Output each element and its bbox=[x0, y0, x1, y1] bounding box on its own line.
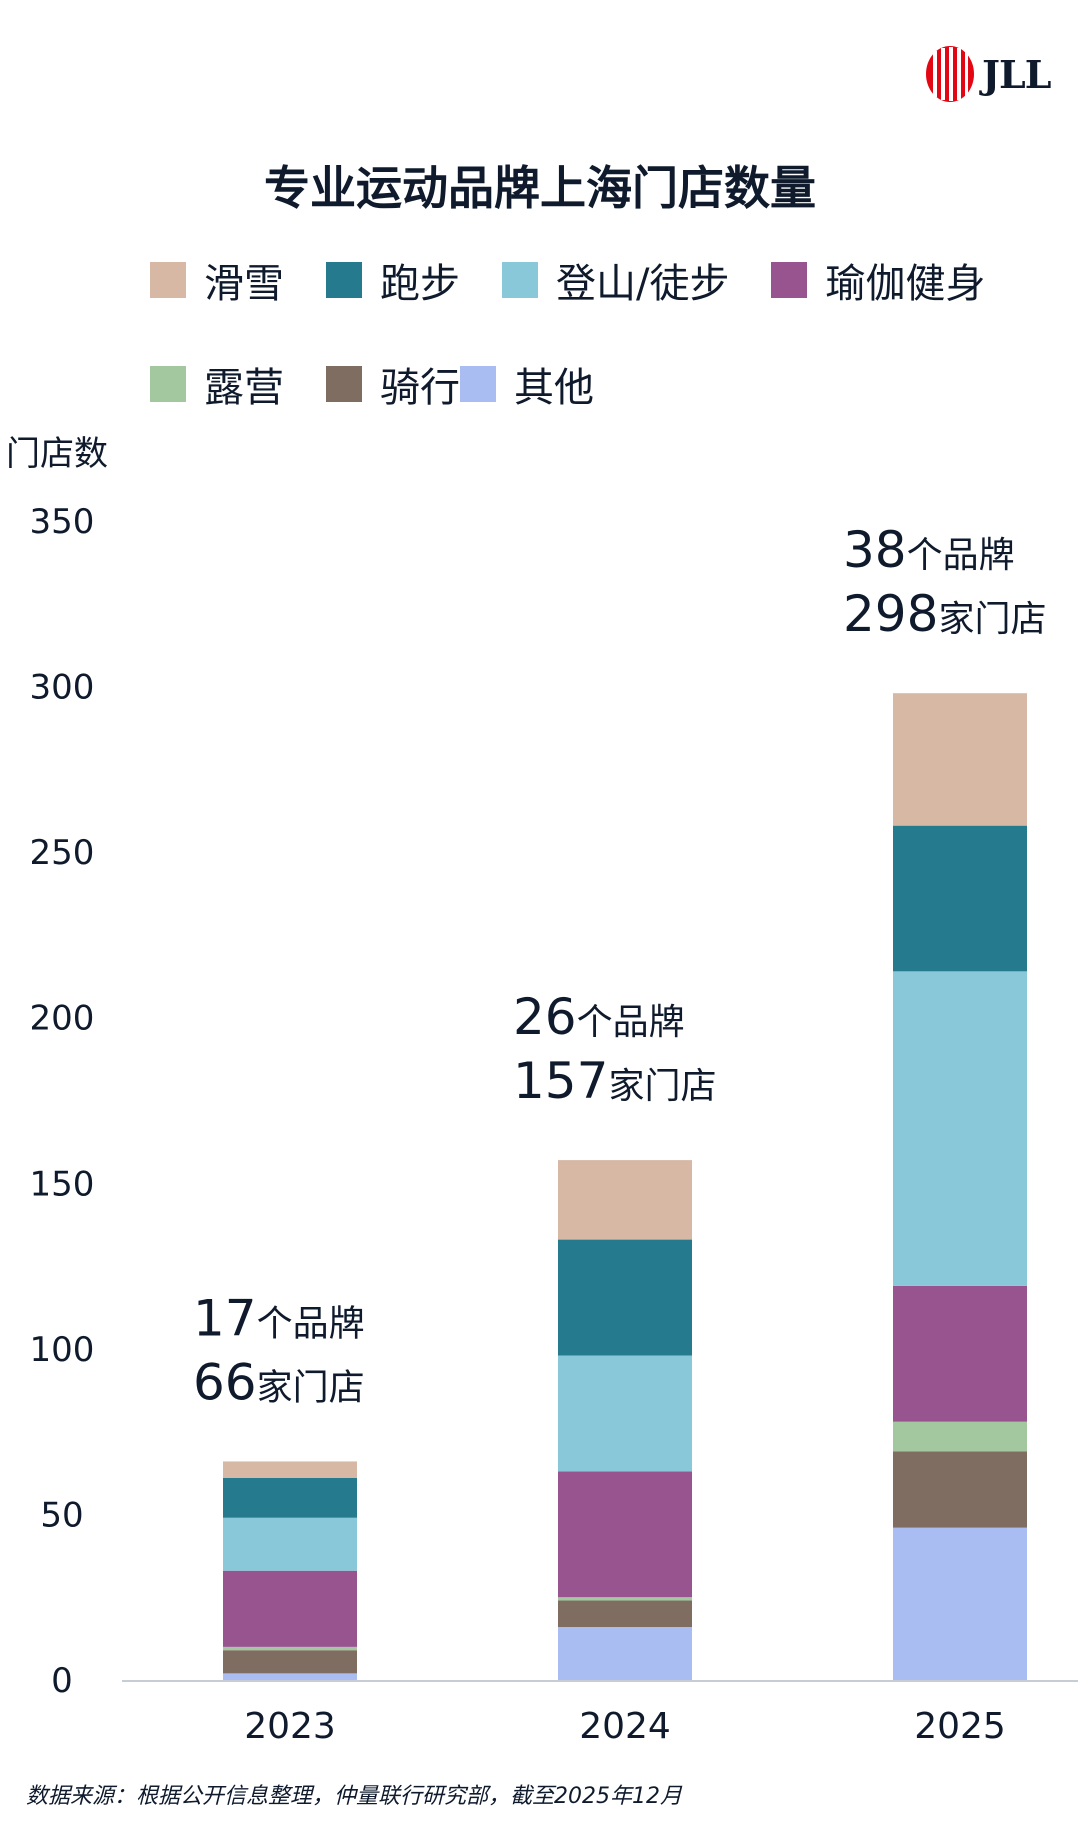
y-tick-label: 100 bbox=[30, 1330, 95, 1370]
legend-label-skiing: 滑雪 bbox=[204, 261, 284, 307]
x-tick-label: 2025 bbox=[914, 1706, 1006, 1747]
annotation-stores: 66家门店 bbox=[193, 1353, 365, 1411]
annotation-stores: 298家门店 bbox=[843, 585, 1046, 643]
legend-item-hiking: 登山/徒步 bbox=[502, 258, 729, 307]
legend-swatch-camping bbox=[150, 366, 186, 402]
y-tick-label: 200 bbox=[30, 999, 95, 1039]
legend-item-cycling: 骑行 bbox=[326, 362, 460, 411]
bar-segment bbox=[893, 971, 1027, 1286]
y-axis-title: 门店数 bbox=[6, 434, 108, 474]
legend-label-cycling: 骑行 bbox=[380, 365, 460, 411]
y-tick-label: 300 bbox=[30, 668, 95, 708]
bar-segment bbox=[558, 1471, 692, 1598]
annotation-brands: 26个品牌 bbox=[513, 988, 685, 1046]
stacked-bar-chart: 门店数 0 50 100 150 200 250 300 350 2023 2024 2025 17个品… bbox=[6, 434, 1078, 1747]
bar-segment bbox=[223, 1673, 357, 1680]
legend-label-other: 其他 bbox=[514, 365, 594, 411]
legend-item-running: 跑步 bbox=[326, 258, 460, 307]
chart-title: 专业运动品牌上海门店数量 bbox=[264, 161, 816, 215]
source-note: 数据来源：根据公开信息整理，仲量联行研究部，截至2025年12月 bbox=[26, 1784, 682, 1809]
bar-segment bbox=[893, 1421, 1027, 1452]
jll-logo-icon bbox=[926, 46, 974, 102]
annotation-stores: 157家门店 bbox=[513, 1052, 716, 1110]
x-tick-label: 2024 bbox=[579, 1706, 671, 1747]
bar-segment bbox=[558, 1239, 692, 1356]
legend-swatch-running bbox=[326, 262, 362, 298]
y-tick-label: 250 bbox=[30, 833, 95, 873]
bar-segment bbox=[223, 1478, 357, 1518]
y-tick-label: 150 bbox=[30, 1164, 95, 1204]
y-tick-label: 0 bbox=[51, 1661, 73, 1701]
legend-label-hiking: 登山/徒步 bbox=[556, 261, 730, 307]
bar-segment bbox=[893, 693, 1027, 826]
bar-segment bbox=[558, 1627, 692, 1680]
legend-swatch-other bbox=[460, 366, 496, 402]
bar-segment bbox=[893, 1285, 1027, 1422]
bar-segment bbox=[223, 1461, 357, 1479]
legend-swatch-hiking bbox=[502, 262, 538, 298]
annotation-brands: 38个品牌 bbox=[843, 521, 1015, 579]
logo-text: JLL bbox=[982, 51, 1051, 97]
bar-segment bbox=[558, 1355, 692, 1472]
y-tick-label: 50 bbox=[40, 1495, 83, 1535]
bar-segment bbox=[558, 1597, 692, 1601]
bar-segment bbox=[223, 1570, 357, 1647]
legend-label-yoga: 瑜伽健身 bbox=[825, 261, 986, 307]
annotation-brands: 17个品牌 bbox=[193, 1289, 365, 1347]
legend-label-camping: 露营 bbox=[204, 365, 284, 411]
bar-segment bbox=[558, 1600, 692, 1628]
bar-segment bbox=[223, 1650, 357, 1674]
legend-item-yoga: 瑜伽健身 bbox=[771, 258, 985, 307]
bar-segment bbox=[223, 1646, 357, 1651]
legend-swatch-yoga bbox=[771, 262, 808, 298]
bar-segment bbox=[893, 1527, 1027, 1680]
bar-segment bbox=[893, 1451, 1027, 1528]
chart-legend: 滑雪 跑步 登山/徒步 瑜伽健身 露营 骑行 其他 bbox=[150, 258, 1030, 411]
bar-segment bbox=[893, 825, 1027, 972]
logo: JLL bbox=[924, 44, 1051, 104]
bar-segment bbox=[558, 1160, 692, 1240]
legend-item-camping: 露营 bbox=[150, 362, 284, 411]
legend-item-other: 其他 bbox=[460, 362, 594, 411]
legend-swatch-cycling bbox=[326, 366, 362, 402]
x-tick-label: 2023 bbox=[244, 1706, 336, 1747]
y-tick-label: 350 bbox=[30, 502, 95, 542]
legend-swatch-skiing bbox=[150, 262, 186, 298]
bar-segment bbox=[223, 1517, 357, 1571]
legend-label-running: 跑步 bbox=[380, 261, 460, 307]
legend-item-skiing: 滑雪 bbox=[150, 258, 284, 307]
